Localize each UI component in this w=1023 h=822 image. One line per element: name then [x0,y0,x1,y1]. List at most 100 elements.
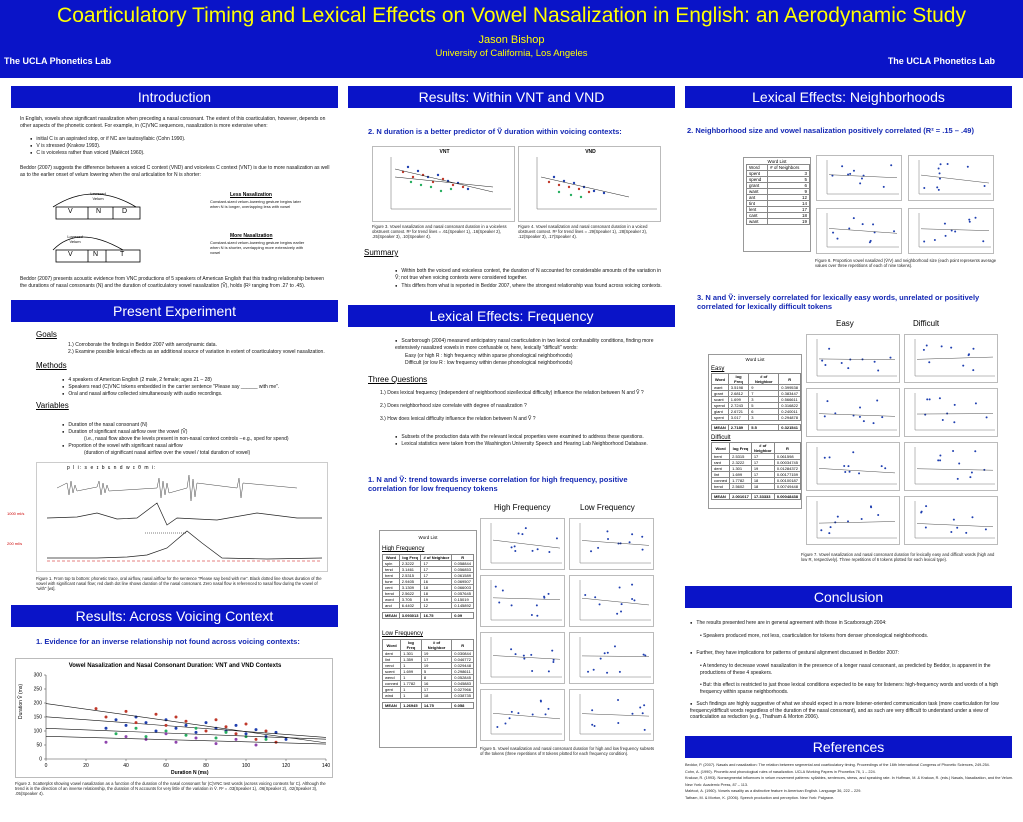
figure-1-caption: Figure 1. From top to bottom: phonetic t… [36,576,322,591]
data-point [593,725,596,728]
poster-title: Coarticulatory Timing and Lexical Effect… [57,4,966,27]
table-row: want 19 [745,218,810,225]
axes [816,339,897,377]
figure-3-caption: Figure 3. Vowel nasalization and nasal c… [372,224,507,239]
high-frequency-table-title: High Frequency [382,546,425,552]
segment-v: V [68,251,73,258]
data-point [972,347,975,350]
intro-bullet-1: initial C is an aspirated stop, or if NC… [30,136,330,143]
table-row: spin 2.3222 17 0.058844 [382,560,474,567]
data-point [968,353,971,356]
table-mean-row: MEAN 1.26945 14.75 0.058 [381,702,474,709]
intro-bullet-3: C is voiceless rather than voiced (Maléc… [30,150,330,157]
segment-v: V [68,208,73,215]
table-row: wind 1 18 0.038735 [381,692,474,699]
intro-paragraph-1: In English, vowels show significant nasa… [20,116,326,129]
trend-line [45,728,327,740]
data-point [184,733,188,737]
axes [826,213,899,248]
frequency-bullet-1: Subsets of the production data with the … [395,434,665,441]
mini-plot-cell [806,388,900,438]
goal-2: 2.) Examine possible lexical effects as … [68,349,325,355]
data-point [944,234,947,237]
trend-line [818,521,896,524]
data-point [274,740,278,744]
data-point [504,722,507,725]
data-point [591,709,594,712]
table-cell: 3.017 [727,414,750,421]
frequency-heading: 1. N and Ṽ: trend towards inverse correl… [368,475,628,493]
data-point [984,528,987,531]
segment-t: T [120,251,125,258]
data-point [174,715,178,719]
data-point [876,399,879,402]
three-questions-heading: Three Questions [368,375,428,384]
mini-plot-cell [904,388,998,438]
frequency-scatter-grid [480,518,658,742]
mini-plot-cell [904,496,998,546]
data-point [618,586,621,589]
data-point [974,216,977,219]
data-point [937,459,940,462]
y-tick-label: 50 [36,743,42,749]
data-point [214,718,218,722]
section-lexical-frequency: Lexical Effects: Frequency [348,305,675,327]
table-cell: MEAN [710,493,731,500]
axes [826,160,899,195]
table-cell: MEAN [711,424,729,431]
less-nasalization-title: Less Nasalization [230,192,272,198]
neighborhoods-heading: 2. Neighborhood size and vowel nasalizat… [687,126,974,135]
table-cell: 3 [748,414,780,421]
data-point [832,231,835,234]
data-point [847,520,850,523]
data-point [644,654,647,657]
data-point [852,217,855,220]
table-cell: 19 [767,218,810,225]
data-point [847,465,850,468]
data-point [859,182,862,185]
section-lexical-neighborhoods: Lexical Effects: Neighborhoods [685,86,1012,108]
table-cell: 0.00034745 [773,459,802,466]
table-row: bend 2.5602 18 0.00749448 [710,483,802,490]
trend-line [828,174,898,178]
method-2: Speakers read (C)VNC tokens embedded in … [62,384,332,391]
vnt-plot [390,157,511,210]
data-point [823,456,826,459]
neighbor-word-list: Word List Word # of Neighbors spent 3 spend 5… [743,157,811,252]
data-point [971,516,974,519]
table-cell: 0.298611 [451,668,474,675]
data-point [598,603,601,606]
conclusion-2: Further, they have implications for patt… [690,650,1010,657]
data-point [956,477,959,480]
trend-line [916,356,994,360]
data-point [946,412,949,415]
table-cell: 3.093013 [398,612,422,619]
trend-line [581,597,650,606]
data-point [254,728,258,732]
variables-heading: Variables [36,401,69,410]
data-point [828,456,831,459]
data-point [194,736,198,740]
data-point [530,653,533,656]
reference-item: Beddor, P. (2007). Nasals and nasalizati… [685,763,990,767]
data-point [628,541,631,544]
table-cell: 0.321541 [778,424,801,431]
axes [490,523,562,564]
trend-line [920,228,990,231]
mini-plot-cell [806,334,900,384]
table-row: grant 2.6812 7 0.383447 [711,390,801,397]
table-cell: wind [381,692,402,699]
data-point [950,530,953,533]
table-cell: 0.056853 [451,566,474,573]
segment-d: D [122,208,128,215]
axes [579,694,651,735]
neighborhoods-heading-3: 3. N and Ṽ: inversely correlated for lex… [697,293,980,311]
frequency-difficult-def: Difficult (or low R : low frequency with… [405,360,573,366]
intro-paragraph-2: Beddor (2007) suggests the difference be… [20,165,330,178]
table-cell: 0.316822 [778,402,801,409]
table-row: conned 1.7782 16 0.045883 [381,680,474,687]
data-point [933,239,936,242]
method-1: 4 speakers of American English (2 male, … [62,377,332,384]
velum-diagram-less: Lowered Velum V N D [48,187,148,221]
